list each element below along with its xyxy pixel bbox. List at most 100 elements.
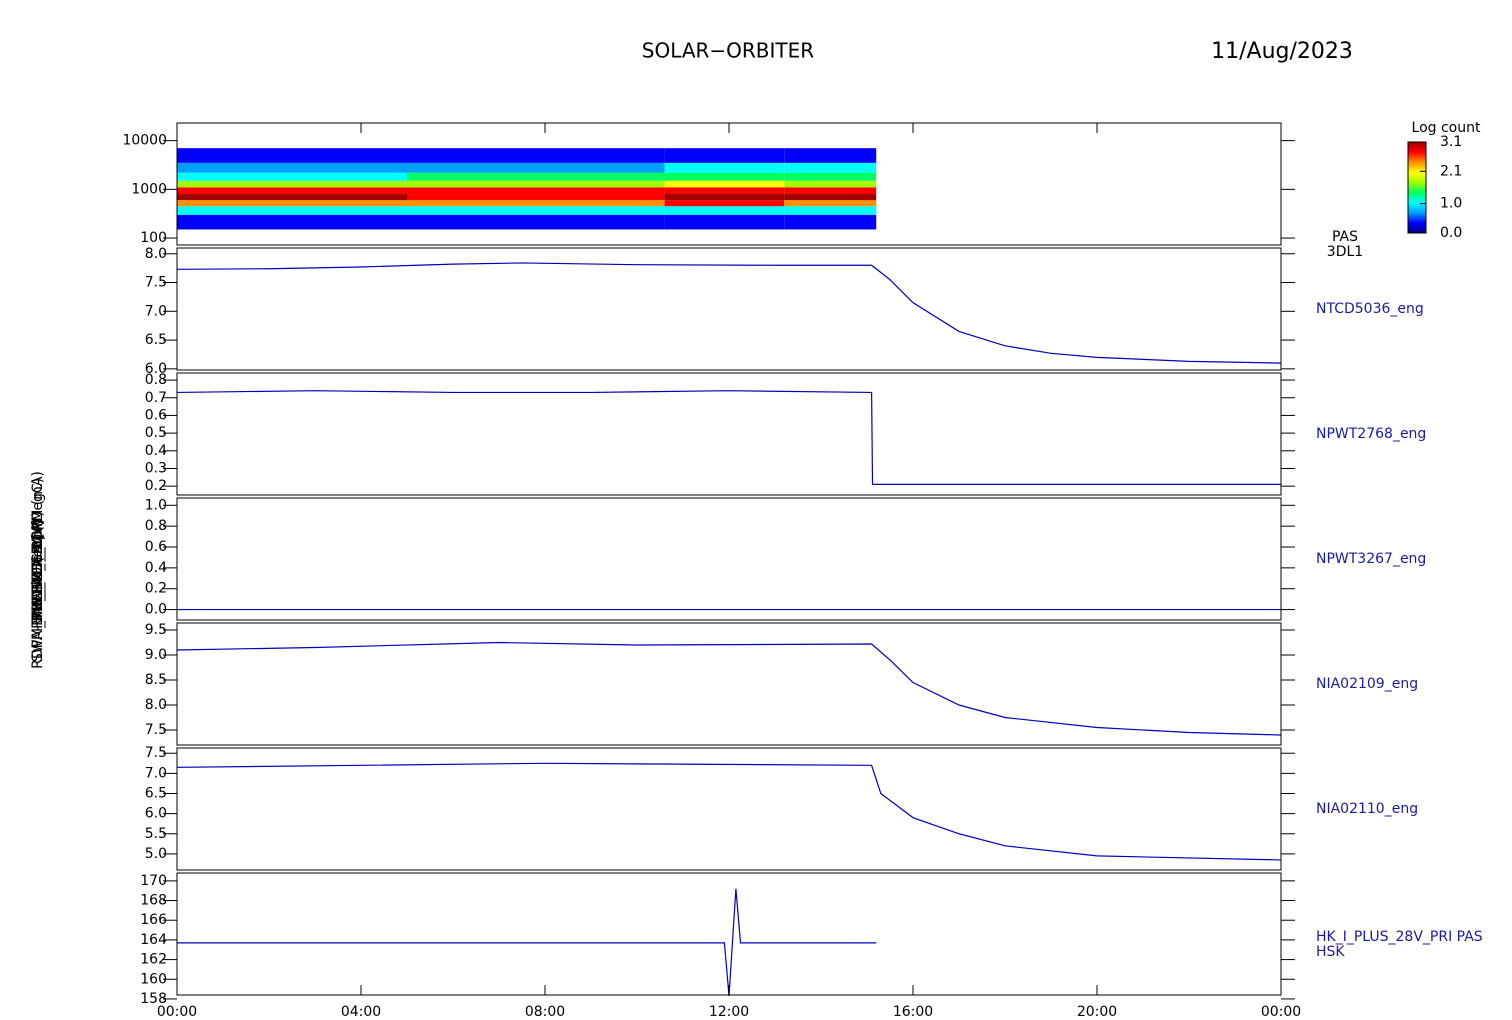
heatmap-cell xyxy=(784,148,877,163)
y-tick-label: 0.4 xyxy=(145,443,167,459)
colorbar-label: 2.1 xyxy=(1440,163,1462,179)
heatmap-cell xyxy=(784,200,877,207)
y-tick-label: 7.5 xyxy=(145,745,167,761)
y-tick-label: 9.0 xyxy=(145,647,167,663)
panel-frame xyxy=(176,247,1282,371)
panel-label: NTCD5036_eng xyxy=(1316,301,1424,317)
y-tick-label: 0.0 xyxy=(145,602,167,618)
y-tick-label: 7.5 xyxy=(145,722,167,738)
panel-frame xyxy=(176,872,1282,996)
y-axis-label: RDPM_HK_IMON_PDPM (mA) xyxy=(30,471,46,669)
heatmap-cell xyxy=(784,187,877,195)
y-tick-label: 7.5 xyxy=(145,275,167,291)
panel-label: HK_I_PLUS_28V_PRI PAS xyxy=(1316,929,1483,945)
x-tick-label: 00:00 xyxy=(157,1004,197,1020)
heatmap-cell xyxy=(177,180,407,188)
heatmap-cell xyxy=(407,180,665,188)
panel-label: NIA02110_eng xyxy=(1316,801,1418,817)
heatmap-cell xyxy=(407,162,665,173)
panel-label: 3DL1 xyxy=(1327,244,1363,260)
line xyxy=(176,641,1282,736)
x-tick-label: 04:00 xyxy=(341,1004,381,1020)
heatmap-cell xyxy=(407,172,665,181)
y-tick-label: 8.5 xyxy=(145,672,167,688)
panel-frame xyxy=(176,372,1282,496)
x-tick-label: 00:00 xyxy=(1261,1004,1301,1020)
line xyxy=(176,262,1282,364)
panel-frame xyxy=(176,497,1282,621)
colorbar-title: Log count xyxy=(1412,120,1481,136)
panel-label: NPWT3267_eng xyxy=(1316,551,1426,567)
colorbar xyxy=(1407,141,1427,234)
panel-label: NPWT2768_eng xyxy=(1316,426,1426,442)
y-axis-label: THERM_CA (V) xyxy=(30,519,46,621)
heatmap-cell xyxy=(177,200,407,207)
y-tick-label: 6.0 xyxy=(145,361,167,377)
x-tick-label: 20:00 xyxy=(1077,1004,1117,1020)
y-tick-label: 0.2 xyxy=(145,478,167,494)
x-tick-label: 12:00 xyxy=(709,1004,749,1020)
heatmap-cell xyxy=(407,148,665,163)
line xyxy=(177,888,877,997)
y-tick-label: 1000 xyxy=(131,181,167,197)
date: 11/Aug/2023 xyxy=(1211,39,1353,64)
y-tick-label: 8.0 xyxy=(145,697,167,713)
y-tick-label: 158 xyxy=(140,991,167,1007)
line xyxy=(176,762,1282,861)
heatmap-cell xyxy=(407,214,665,230)
y-tick-label: 164 xyxy=(140,932,167,948)
y-tick-label: 0.6 xyxy=(145,539,167,555)
y-tick-label: 5.5 xyxy=(145,826,167,842)
y-tick-label: 8.0 xyxy=(145,246,167,262)
y-tick-label: 170 xyxy=(140,873,167,889)
heatmap-cell xyxy=(407,200,665,207)
y-axis-label: PAS E (eV) xyxy=(30,534,46,607)
heatmap-cell xyxy=(407,206,665,215)
heatmap-cell xyxy=(784,172,877,181)
y-tick-label: 6.0 xyxy=(145,806,167,822)
heatmap-cell xyxy=(177,206,407,215)
y-tick-label: 5.0 xyxy=(145,846,167,862)
panel-label: PAS xyxy=(1332,229,1358,245)
line xyxy=(176,390,1281,485)
y-tick-label: 160 xyxy=(140,971,167,987)
heatmap-cell xyxy=(407,194,665,201)
colorbar-label: 3.1 xyxy=(1440,134,1462,150)
y-axis-label: RPW_TDS_5V (V) xyxy=(30,511,46,629)
y-axis-label: SWA-EAS Elx Temp (DegC) xyxy=(30,478,46,662)
heatmap-cell xyxy=(177,148,407,163)
y-axis-label: RPW_TDS_I (A) xyxy=(30,518,46,621)
y-tick-label: 0.3 xyxy=(145,460,167,476)
colorbar-label: 0.0 xyxy=(1440,225,1462,241)
y-tick-label: 0.7 xyxy=(145,390,167,406)
heatmap-cell xyxy=(784,194,877,201)
x-tick-label: 08:00 xyxy=(525,1004,565,1020)
panel-label: HSK xyxy=(1316,944,1345,960)
title: SOLAR−ORBITER xyxy=(642,39,814,63)
heatmap-cell xyxy=(664,180,785,188)
x-tick-label: 16:00 xyxy=(893,1004,933,1020)
y-tick-label: 6.5 xyxy=(145,785,167,801)
y-tick-label: 1.0 xyxy=(145,497,167,513)
heatmap-cell xyxy=(784,206,877,215)
y-tick-label: 162 xyxy=(140,952,167,968)
heatmap-cell xyxy=(664,194,785,201)
y-tick-label: 0.8 xyxy=(145,372,167,388)
heatmap-cell xyxy=(664,214,785,230)
panel-label: NIA02109_eng xyxy=(1316,676,1418,692)
y-tick-label: 7.0 xyxy=(145,303,167,319)
heatmap-cell xyxy=(664,148,785,163)
y-tick-label: 6.5 xyxy=(145,332,167,348)
y-tick-label: 0.5 xyxy=(145,425,167,441)
heatmap-cell xyxy=(784,214,877,230)
heatmap-cell xyxy=(407,187,665,195)
y-tick-label: 0.8 xyxy=(145,518,167,534)
heatmap-cell xyxy=(664,172,785,181)
heatmap-cell xyxy=(664,200,785,207)
y-tick-label: 168 xyxy=(140,893,167,909)
heatmap-cell xyxy=(177,194,407,201)
y-tick-label: 0.4 xyxy=(145,560,167,576)
heatmap-cell xyxy=(664,187,785,195)
heatmap-cell xyxy=(664,206,785,215)
